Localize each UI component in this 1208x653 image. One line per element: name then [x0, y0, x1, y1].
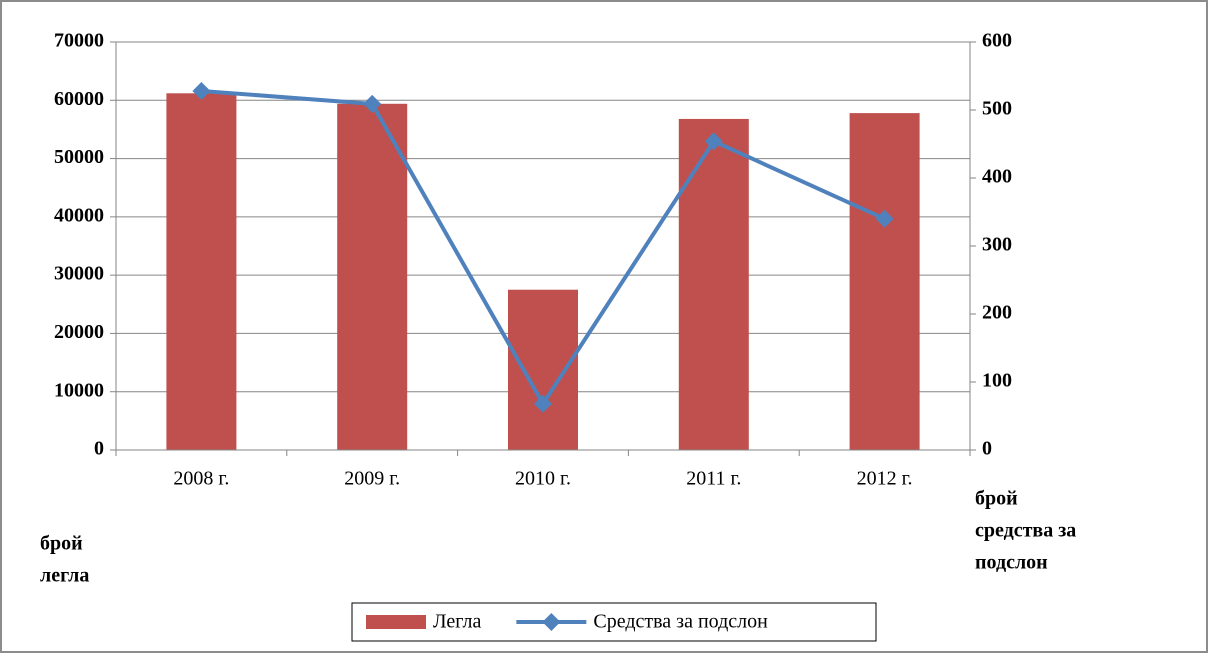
x-tick-label: 2008 г.: [173, 468, 229, 490]
y-tick-label: 70000: [54, 30, 104, 52]
legend-marker: [542, 613, 561, 631]
y2-tick-label: 100: [982, 370, 1012, 392]
legend-label: Средства за подслон: [593, 611, 768, 633]
y2-axis-label: подслон: [975, 552, 1048, 574]
x-tick-label: 2009 г.: [344, 468, 400, 490]
y-tick-label: 50000: [54, 146, 104, 168]
x-tick-label: 2012 г.: [857, 468, 913, 490]
line-marker: [875, 209, 894, 228]
y-axis-label: легла: [40, 565, 89, 587]
y-tick-label: 60000: [54, 88, 104, 110]
y2-axis-label: брой: [975, 488, 1018, 510]
bar: [508, 289, 578, 450]
line-marker: [704, 132, 723, 151]
y2-tick-label: 600: [982, 30, 1012, 52]
y-axis-label: брой: [40, 533, 83, 555]
legend: Легла Средства за подслон: [351, 602, 877, 642]
legend-label: Легла: [433, 611, 481, 633]
bar: [849, 113, 920, 450]
y-tick-label: 20000: [54, 321, 104, 343]
y-tick-label: 0: [94, 438, 104, 460]
bar: [166, 93, 237, 450]
y2-tick-label: 0: [982, 438, 992, 460]
line-marker: [363, 94, 382, 113]
y2-axis-label: средства за: [975, 520, 1076, 542]
x-tick-label: 2010 г.: [515, 468, 571, 490]
y2-tick-label: 300: [982, 234, 1012, 256]
line-marker: [534, 394, 552, 413]
y-tick-label: 40000: [54, 204, 104, 226]
bar: [678, 118, 749, 451]
y-tick-label: 10000: [54, 379, 104, 401]
legend-box: [351, 602, 877, 642]
bar: [337, 103, 408, 450]
y2-tick-label: 500: [982, 98, 1012, 120]
y2-tick-label: 200: [982, 302, 1012, 324]
legend-swatch: [366, 615, 426, 629]
x-tick-label: 2011 г.: [686, 468, 741, 490]
y2-tick-label: 400: [982, 166, 1012, 188]
line-marker: [192, 81, 211, 100]
y-tick-label: 30000: [54, 263, 104, 285]
